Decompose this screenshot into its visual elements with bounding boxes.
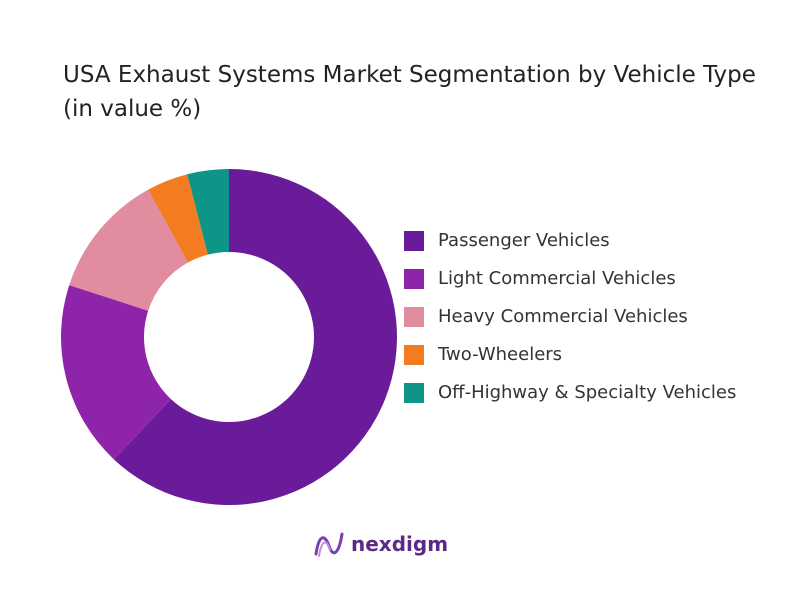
legend-label: Heavy Commercial Vehicles [438, 306, 688, 327]
legend-item: Off-Highway & Specialty Vehicles [404, 380, 784, 406]
legend-label: Off-Highway & Specialty Vehicles [438, 382, 737, 403]
legend-item: Light Commercial Vehicles [404, 266, 784, 292]
legend-swatch [404, 269, 424, 289]
legend-label: Two-Wheelers [438, 344, 563, 365]
brand-logo: nexdigm [313, 528, 448, 560]
donut-segment [113, 169, 397, 506]
legend-item: Passenger Vehicles [404, 228, 784, 254]
legend-label: Light Commercial Vehicles [438, 268, 676, 289]
legend-swatch [404, 231, 424, 251]
chart-title: USA Exhaust Systems Market Segmentation … [63, 62, 756, 122]
donut-segment [60, 285, 171, 460]
legend-swatch [404, 307, 424, 327]
legend-item: Two-Wheelers [404, 342, 784, 368]
donut-segment [69, 189, 189, 311]
legend-item: Heavy Commercial Vehicles [404, 304, 784, 330]
donut-segment [148, 174, 208, 263]
brand-name: nexdigm [351, 532, 449, 556]
brand-icon [314, 532, 344, 557]
legend-swatch [404, 345, 424, 365]
legend-label: Passenger Vehicles [438, 230, 610, 251]
legend: Passenger Vehicles Light Commercial Vehic… [404, 228, 784, 418]
donut-segment [187, 169, 229, 255]
legend-swatch [404, 383, 424, 403]
